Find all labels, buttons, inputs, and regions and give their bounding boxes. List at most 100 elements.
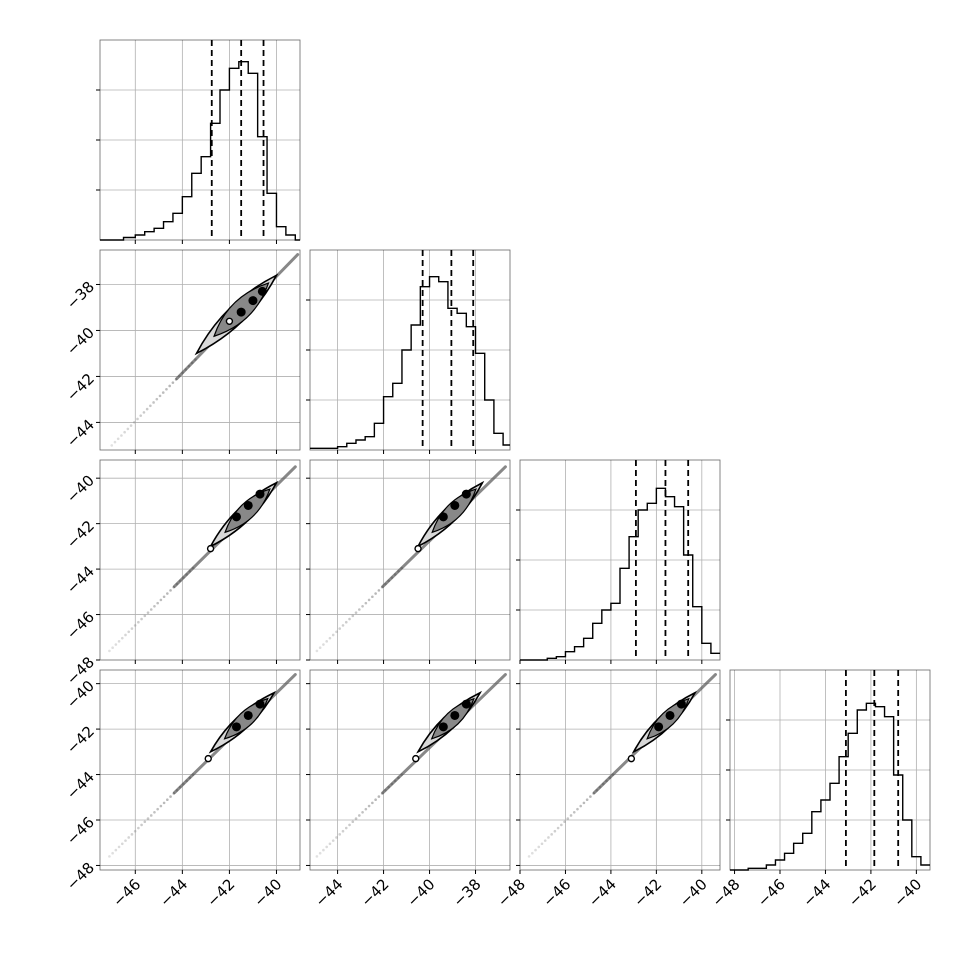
panel-3-0	[96, 669, 301, 874]
y-tick-label: −44	[63, 768, 98, 803]
density-peak	[248, 296, 258, 306]
density-peak	[255, 699, 265, 709]
sample-point	[156, 601, 159, 605]
sample-point	[322, 848, 325, 852]
density-peak	[231, 722, 241, 732]
sample-point	[325, 640, 328, 643]
sample-point	[582, 801, 586, 805]
panel-0-0	[96, 39, 301, 244]
x-tick-label: −44	[156, 875, 191, 910]
sample-point	[113, 440, 117, 444]
sample-point	[566, 817, 570, 820]
panel-2-0	[96, 459, 301, 664]
sample-point	[335, 630, 338, 634]
density-peak	[438, 512, 448, 522]
sample-point	[354, 611, 358, 614]
sample-point	[140, 823, 143, 827]
histogram-step	[100, 60, 300, 241]
sample-point	[563, 820, 566, 824]
panel-2-1	[306, 459, 511, 664]
density-peak	[654, 722, 664, 732]
sample-point	[572, 811, 576, 814]
x-tick-label: −40	[890, 875, 925, 910]
sample-point	[143, 820, 147, 824]
sample-point	[149, 608, 153, 611]
y-tick-label: −44	[63, 562, 98, 597]
sample-point	[142, 411, 146, 414]
panel-3-3	[726, 669, 931, 874]
histogram-step	[310, 275, 510, 450]
panel-frame	[99, 459, 301, 661]
sample-point	[133, 624, 137, 627]
x-tick-label: −40	[403, 875, 438, 910]
sample-point	[589, 795, 592, 798]
sample-point	[169, 795, 172, 798]
sample-point	[120, 842, 124, 846]
sample-point	[361, 605, 364, 608]
sample-point	[364, 601, 368, 605]
sample-point	[318, 646, 322, 650]
sample-point	[534, 848, 537, 852]
sample-point	[354, 817, 358, 820]
sample-point	[338, 833, 342, 836]
y-tick-label: −42	[63, 517, 98, 552]
sample-point	[162, 801, 166, 805]
sample-point	[556, 826, 560, 830]
sample-point	[322, 643, 325, 646]
sample-point	[114, 848, 118, 852]
sample-point	[130, 833, 134, 836]
panel-frame	[309, 459, 511, 661]
sample-point	[124, 839, 127, 842]
sample-point	[111, 646, 114, 650]
sample-point	[338, 627, 342, 630]
sample-point	[152, 401, 155, 404]
sample-point	[576, 807, 579, 811]
x-tick-label: −42	[357, 875, 392, 910]
sample-point	[166, 592, 169, 595]
sample-point	[348, 617, 351, 621]
sample-point	[165, 387, 168, 391]
sample-point	[146, 817, 150, 820]
histogram-step	[520, 487, 720, 661]
y-tick-label: −44	[63, 416, 98, 451]
sample-point	[155, 397, 159, 401]
y-tick-label: −40	[63, 324, 98, 359]
sample-point	[328, 842, 332, 846]
sample-point	[168, 384, 171, 388]
sample-point	[371, 595, 374, 599]
sample-point	[108, 855, 111, 858]
y-tick-label: −38	[63, 278, 98, 313]
x-tick-label: −38	[449, 875, 484, 910]
x-tick-label: −40	[676, 875, 711, 910]
sample-point	[146, 611, 150, 614]
sample-point	[377, 795, 381, 798]
sample-point	[547, 836, 550, 839]
sample-point	[132, 420, 136, 424]
sample-point	[130, 627, 134, 630]
sample-point	[140, 617, 143, 621]
sample-point	[111, 851, 114, 855]
sample-point	[159, 804, 163, 808]
sample-point	[341, 624, 345, 627]
x-tick-label: −46	[109, 875, 144, 910]
x-tick-label: −46	[754, 875, 789, 910]
density-peak	[450, 710, 460, 720]
sample-point	[351, 820, 355, 824]
sample-point	[553, 829, 557, 833]
sample-point	[315, 855, 319, 858]
sample-point	[124, 633, 127, 637]
histogram-step	[730, 702, 930, 871]
sample-point	[364, 807, 368, 811]
density-peak	[461, 699, 471, 709]
sample-point	[585, 798, 589, 802]
sample-point	[374, 592, 377, 595]
density-peak	[243, 710, 253, 720]
sample-point	[117, 640, 121, 643]
sample-point	[116, 437, 120, 441]
panel-frame	[519, 669, 721, 871]
density-peak	[257, 286, 267, 296]
sample-point	[171, 381, 175, 384]
panel-1-0	[96, 249, 301, 454]
sample-point	[123, 430, 126, 434]
